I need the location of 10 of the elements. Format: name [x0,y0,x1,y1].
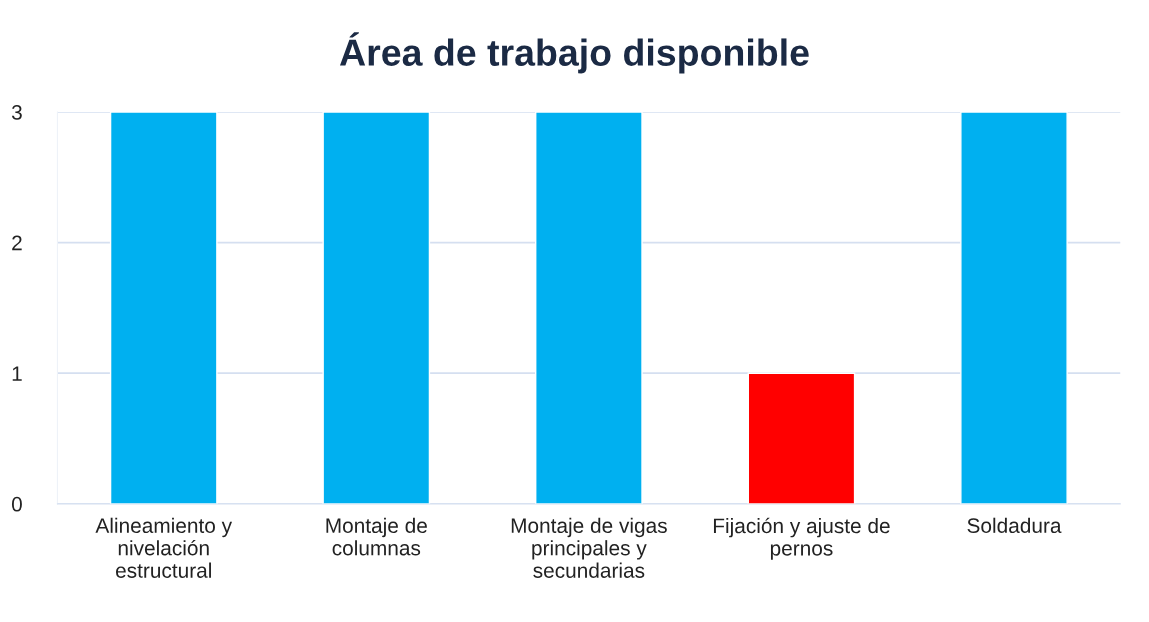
y-tick-label: 1 [12,366,22,381]
y-tick-label: 0 [11,496,22,512]
x-tick-label: Montaje de columnas [326,517,427,556]
x-tick-label: Fijación y ajuste de pernos [713,517,890,560]
y-tick-label: 2 [12,235,22,251]
x-tick-label: Montaje de vigas principales y secundarias [511,517,667,578]
x-tick-label: Alineamiento y nivelación estructural [95,517,233,578]
y-tick-label: 3 [11,104,22,120]
x-tick-label: Soldadura [967,517,1062,534]
chart-title: Área de trabajo disponible [339,32,809,74]
